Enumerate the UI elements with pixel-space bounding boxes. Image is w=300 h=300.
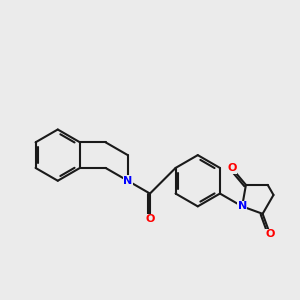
Text: N: N [123, 176, 132, 186]
Text: O: O [266, 229, 275, 239]
Text: O: O [145, 214, 154, 224]
Text: O: O [227, 163, 237, 173]
Text: N: N [238, 201, 247, 212]
